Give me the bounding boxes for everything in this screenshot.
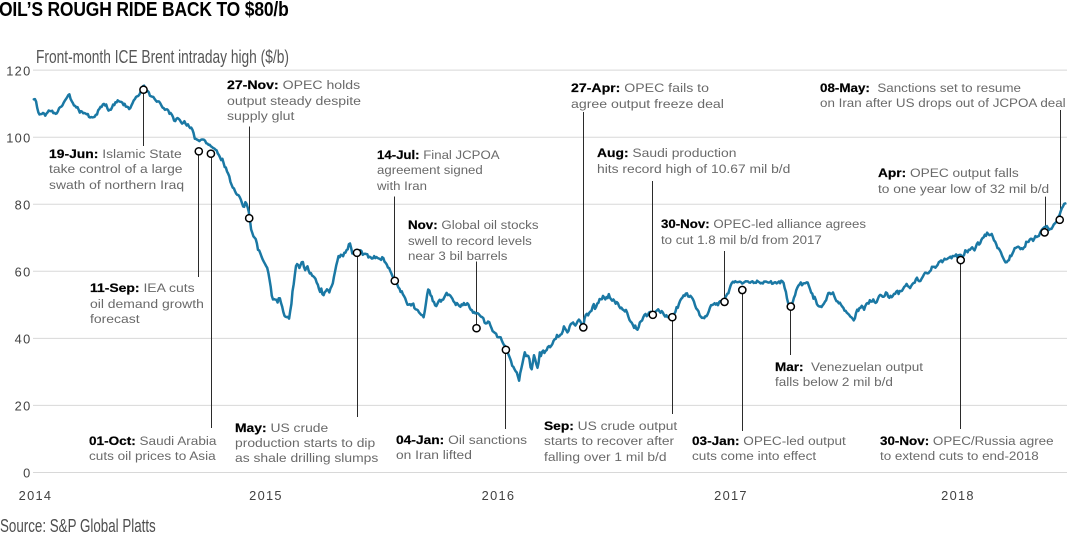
svg-text:0: 0	[23, 466, 31, 481]
svg-text:80: 80	[15, 197, 32, 212]
svg-text:40: 40	[15, 332, 32, 347]
svg-text:120: 120	[6, 63, 31, 78]
svg-text:2018: 2018	[941, 488, 975, 503]
svg-text:2015: 2015	[249, 488, 283, 503]
svg-text:60: 60	[15, 265, 32, 280]
svg-text:2017: 2017	[714, 488, 748, 503]
svg-text:2016: 2016	[482, 488, 516, 503]
svg-text:2014: 2014	[19, 488, 53, 503]
svg-text:20: 20	[15, 399, 32, 414]
svg-text:100: 100	[6, 130, 31, 145]
